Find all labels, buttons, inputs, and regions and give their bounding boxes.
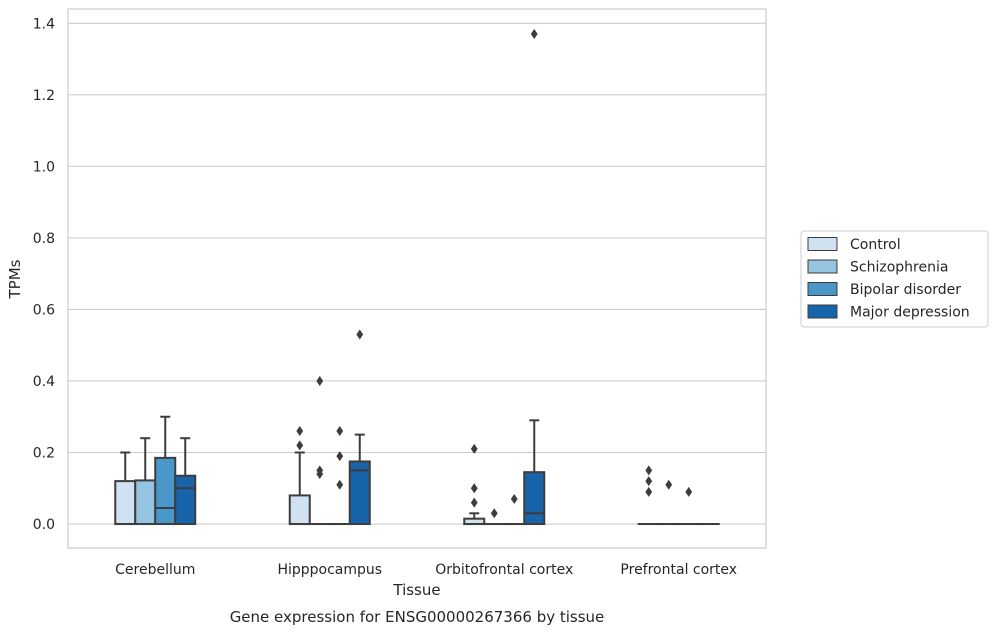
outlier-point	[316, 465, 324, 476]
box-groups	[114, 29, 720, 526]
box-2-1	[483, 508, 506, 526]
outlier-point	[645, 476, 653, 487]
box-body	[114, 480, 137, 526]
y-tick-label: 0.8	[33, 231, 55, 247]
outlier-point	[336, 451, 344, 462]
legend-label: Control	[850, 237, 901, 253]
grid-lines	[68, 22, 766, 525]
y-tick-label: 0.0	[33, 517, 55, 533]
box-0-1	[134, 437, 157, 526]
box-2-2	[503, 494, 526, 526]
outlier-point	[296, 440, 304, 451]
outlier-point	[645, 486, 653, 497]
box-1-2	[328, 426, 351, 526]
box-3-2	[677, 486, 700, 526]
legend: Control Schizophrenia Bipolar disorder Majo…	[800, 230, 989, 328]
legend-swatch	[807, 304, 838, 319]
box-1-0	[288, 426, 311, 526]
legend-label: Schizophrenia	[850, 260, 948, 276]
legend-frame	[800, 230, 989, 328]
box-body	[523, 471, 546, 526]
box-2-0	[463, 443, 486, 526]
outlier-point	[645, 465, 653, 476]
legend-swatch	[807, 259, 838, 274]
outlier-point	[316, 375, 324, 386]
outlier-point	[685, 486, 693, 497]
outlier-point	[336, 426, 344, 437]
box-0-3	[174, 437, 197, 526]
outlier-point	[665, 479, 673, 490]
box-body	[154, 456, 177, 526]
y-tick-label: 0.6	[33, 302, 55, 318]
y-tick-label: 1.0	[33, 159, 55, 175]
outlier-point	[470, 443, 478, 454]
y-tick-label: 1.2	[33, 88, 55, 104]
outlier-point	[470, 483, 478, 494]
box-body	[348, 460, 371, 526]
legend-label: Bipolar disorder	[850, 282, 961, 298]
box-3-1	[657, 479, 680, 526]
legend-label: Major depression	[850, 305, 970, 321]
box-1-3	[348, 329, 371, 526]
outlier-point	[296, 426, 304, 437]
box-body	[134, 479, 157, 526]
x-tick-labels: Cerebellum Hipppocampus Orbitofrontal cort…	[115, 562, 737, 578]
box-body	[174, 474, 197, 526]
box-body	[288, 494, 311, 526]
x-tick-label: Hipppocampus	[277, 562, 382, 578]
y-tick-label: 1.4	[33, 16, 55, 32]
outlier-point	[510, 494, 518, 504]
x-axis-label: Tissue	[392, 581, 440, 599]
outlier-point	[490, 508, 498, 519]
x-tick-label: Prefrontal cortex	[620, 562, 737, 578]
outlier-point	[356, 329, 364, 340]
box-0-2	[154, 415, 177, 526]
outlier-point	[470, 497, 478, 508]
x-tick-label: Orbitofrontal cortex	[435, 562, 573, 578]
y-axis-label: TPMs	[6, 259, 24, 299]
x-tick-label: Cerebellum	[115, 562, 195, 578]
legend-swatch	[807, 282, 838, 296]
box-2-3	[523, 29, 546, 526]
box-3-0	[637, 465, 660, 526]
box-1-1	[308, 375, 331, 526]
chart-caption: Gene expression for ENSG00000267366 by t…	[230, 608, 605, 626]
plot-frame	[67, 8, 767, 549]
y-tick-label: 0.4	[33, 374, 55, 390]
outlier-point	[336, 479, 344, 490]
outlier-point	[530, 29, 538, 40]
y-tick-label: 0.2	[33, 446, 55, 462]
y-tick-labels: 0.0 0.2 0.4 0.6 0.8 1.0 1.2 1.4	[33, 16, 55, 533]
box-0-0	[114, 451, 137, 526]
legend-swatch	[807, 237, 838, 251]
